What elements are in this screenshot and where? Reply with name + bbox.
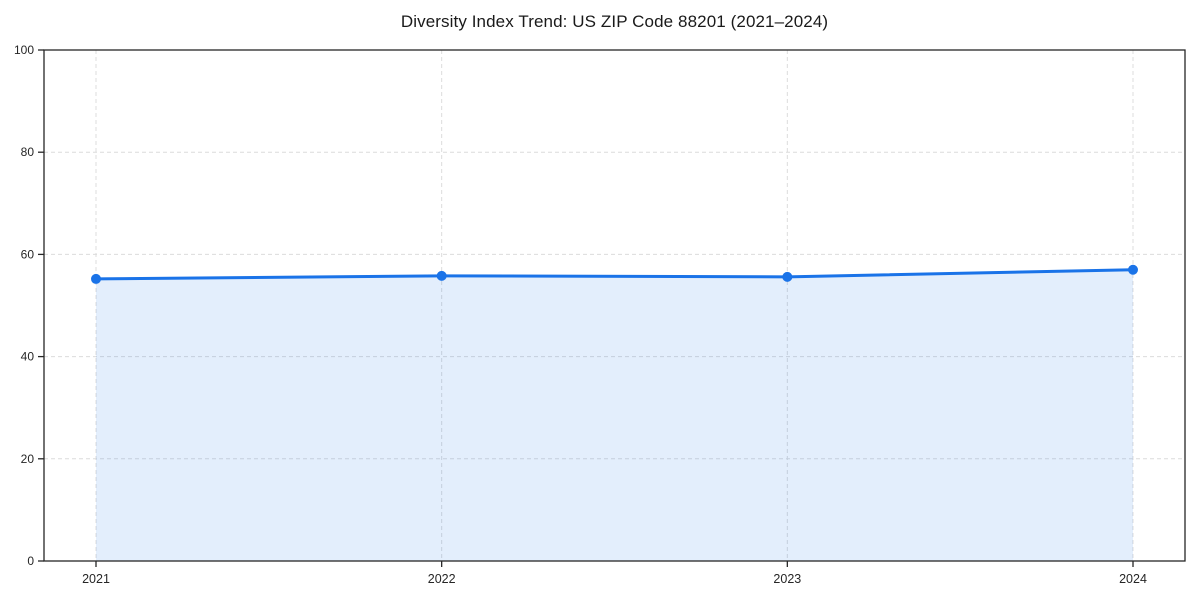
data-point-2024 bbox=[1128, 264, 1138, 275]
y-axis-ticks: 0 20 40 60 80 100 bbox=[14, 43, 44, 568]
x-axis-ticks: 2021 2022 2023 2024 bbox=[82, 561, 1147, 586]
axes-frame-layer bbox=[43, 49, 1186, 562]
data-point-2021 bbox=[91, 273, 101, 284]
x-tick-label: 2024 bbox=[1119, 572, 1147, 586]
y-tick-label: 100 bbox=[14, 43, 34, 57]
x-tick-label: 2023 bbox=[773, 572, 801, 586]
data-point-2022 bbox=[436, 270, 447, 281]
trend-line-layer bbox=[94, 268, 1135, 281]
x-tick-label: 2022 bbox=[428, 572, 456, 586]
y-tick-label: 40 bbox=[21, 350, 35, 364]
data-point-layer bbox=[91, 264, 1138, 284]
area-fill-layer bbox=[96, 269, 1133, 561]
x-tick-label: 2021 bbox=[82, 572, 110, 586]
data-point-2023 bbox=[782, 271, 793, 282]
y-tick-label: 0 bbox=[27, 554, 34, 568]
y-tick-label: 80 bbox=[21, 145, 35, 159]
area-fill bbox=[96, 269, 1133, 561]
y-tick-label: 20 bbox=[21, 452, 35, 466]
grid-layer bbox=[44, 49, 1185, 562]
trend-line bbox=[94, 268, 1135, 281]
chart-title: Diversity Index Trend: US ZIP Code 88201… bbox=[400, 12, 829, 31]
y-tick-label: 60 bbox=[21, 247, 35, 261]
axes-frame bbox=[43, 49, 1186, 562]
